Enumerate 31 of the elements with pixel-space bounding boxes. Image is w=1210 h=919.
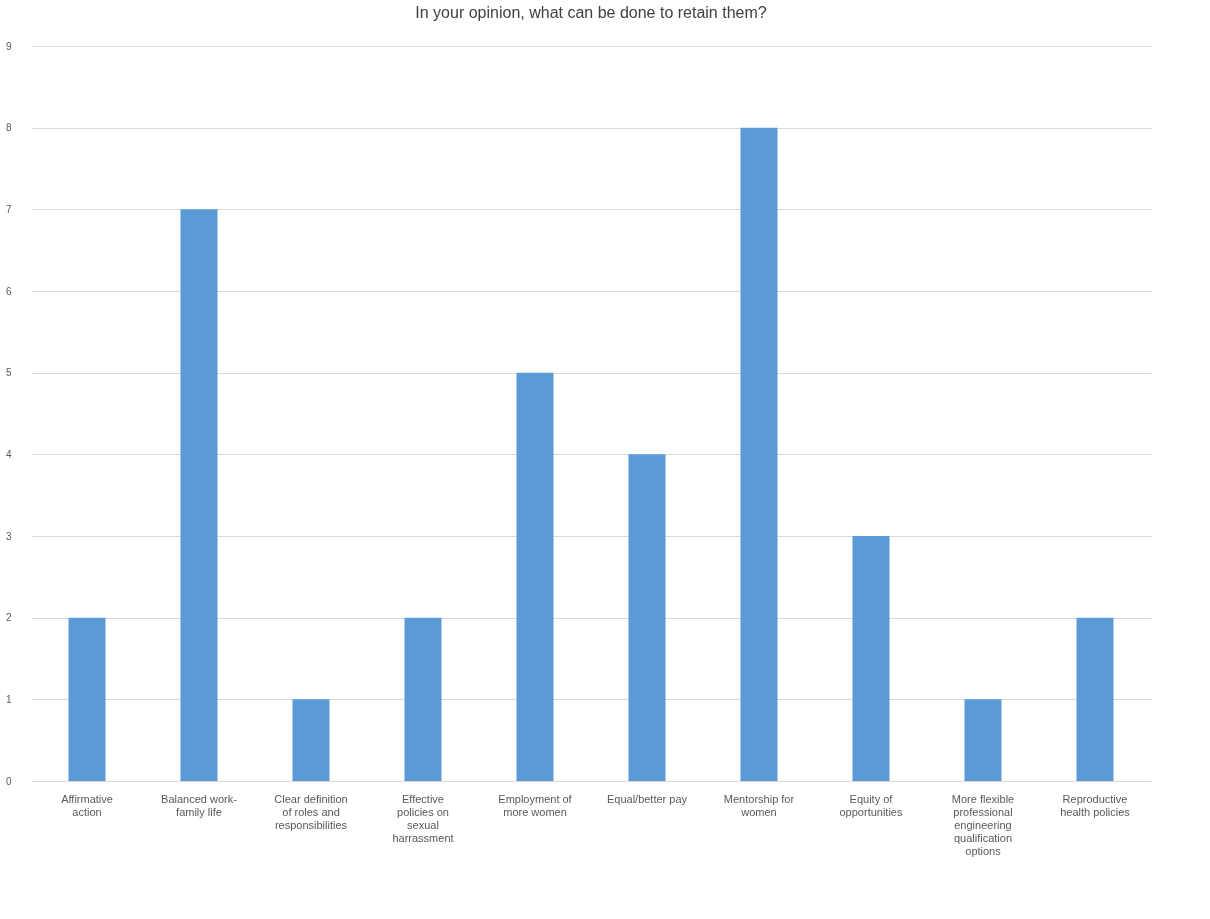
x-tick-label: Equal/better pay [606, 792, 688, 805]
x-tick-label: Effective policies on sexual harrassment [392, 792, 454, 844]
y-tick-label: 9 [5, 40, 12, 52]
bar [404, 617, 442, 781]
chart-title: In your opinion, what can be done to retain them? [415, 4, 767, 21]
x-tick-label: More flexible professional engineering qualification options [951, 792, 1015, 857]
y-tick-label: 3 [5, 530, 12, 542]
y-tick-label: 6 [5, 285, 12, 297]
bar [68, 617, 106, 781]
x-tick-label: Balanced work-family life [161, 792, 238, 818]
x-tick-label: Employment of more women [498, 792, 573, 818]
y-tick-label: 2 [5, 612, 12, 624]
y-tick-label: 5 [5, 367, 12, 379]
x-tick-label: Reproductive health policies [1060, 792, 1131, 818]
y-tick-label: 4 [5, 448, 12, 460]
bar [1076, 617, 1114, 781]
bar [852, 536, 890, 781]
y-tick-label: 8 [5, 122, 12, 134]
x-tick-label: Mentorship for women [723, 792, 795, 818]
y-tick-label: 0 [5, 775, 12, 787]
bar [628, 454, 666, 781]
x-tick-label: Equity of opportunities [839, 792, 903, 818]
bar [516, 372, 554, 781]
bar [180, 209, 218, 781]
bar [964, 699, 1002, 781]
y-tick-label: 7 [5, 203, 12, 215]
y-tick-label: 1 [5, 693, 12, 705]
bar [292, 699, 330, 781]
x-tick-label: Affirmative action [61, 792, 113, 818]
x-tick-label: Clear definition of roles and responsibilities [274, 792, 348, 831]
bar [740, 127, 778, 781]
